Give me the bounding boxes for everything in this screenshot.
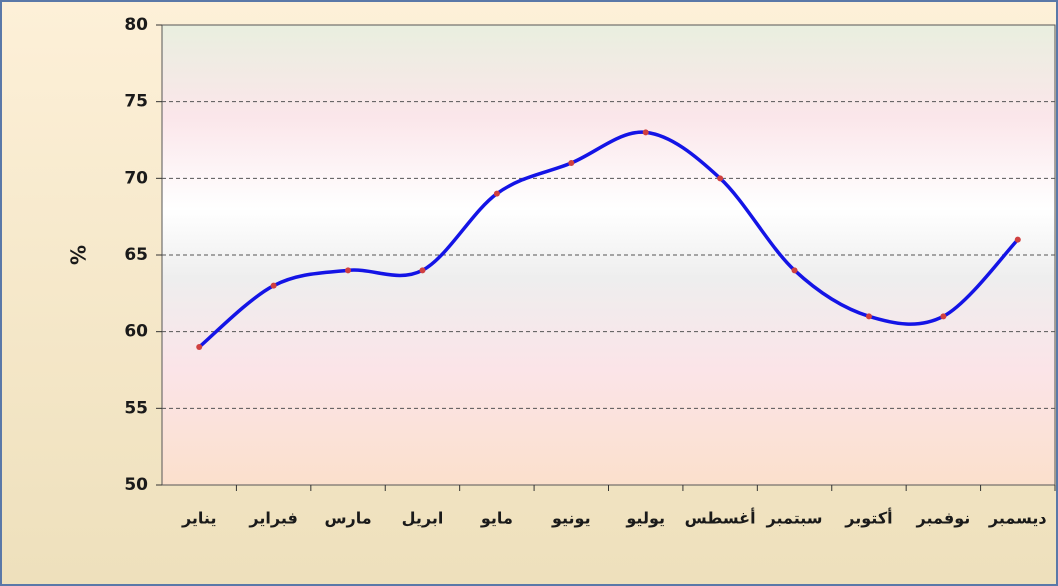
y-tick-label: 70 [124, 168, 148, 188]
y-tick-label: 55 [124, 398, 148, 418]
x-tick-label: أغسطس [685, 508, 756, 528]
x-tick-label: يناير [181, 509, 217, 528]
marker [642, 129, 649, 136]
x-tick-label: سبتمبر [766, 509, 823, 528]
x-tick-label: يوليو [625, 509, 665, 528]
y-axis-label: % [67, 245, 91, 265]
x-tick-label: مارس [324, 509, 371, 528]
marker [568, 160, 575, 166]
x-tick-label: ابريل [402, 509, 444, 528]
x-tick-label: ديسمبر [988, 509, 1047, 528]
marker [419, 267, 426, 274]
marker [791, 267, 798, 274]
marker [940, 313, 947, 320]
marker [865, 313, 872, 320]
y-tick-label: 75 [124, 92, 148, 112]
x-tick-label: مايو [480, 509, 513, 528]
marker [1014, 236, 1021, 243]
marker [270, 282, 277, 289]
y-tick-label: 65 [124, 245, 148, 265]
x-tick-label: فبراير [248, 509, 297, 528]
marker [493, 190, 500, 197]
y-tick-label: 80 [124, 15, 148, 35]
y-tick-label: 50 [124, 475, 148, 495]
y-tick-label: 60 [124, 322, 148, 342]
marker [196, 344, 203, 350]
x-tick-label: نوفمبر [916, 509, 971, 528]
x-tick-label: يونيو [551, 509, 591, 528]
x-tick-label: أكتوبر [844, 508, 892, 528]
marker [345, 267, 352, 274]
marker [717, 175, 724, 182]
